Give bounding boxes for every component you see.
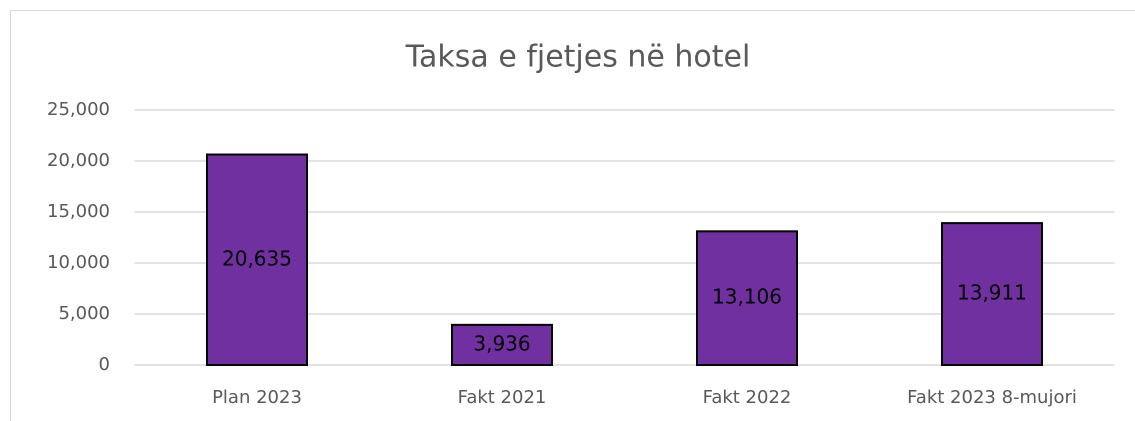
y-tick-label: 10,000 [47, 252, 110, 273]
data-label: 3,936 [473, 331, 530, 355]
x-tick-label: Fakt 2021 [458, 387, 547, 408]
chart-title: Taksa e fjetjes në hotel [405, 40, 751, 75]
y-tick-label: 25,000 [47, 99, 110, 120]
y-tick-label: 0 [99, 354, 110, 375]
x-tick-label: Fakt 2023 8-mujori [907, 387, 1077, 408]
bar [941, 222, 1043, 366]
data-label: 20,635 [222, 246, 292, 270]
x-tick-label: Fakt 2022 [703, 387, 792, 408]
chart-border [10, 10, 1135, 421]
data-label: 13,911 [957, 281, 1027, 305]
bar [696, 230, 798, 366]
x-tick-label: Plan 2023 [212, 387, 302, 408]
data-label: 13,106 [712, 285, 782, 309]
bar [451, 323, 553, 367]
y-tick-label: 20,000 [47, 150, 110, 171]
y-tick-label: 15,000 [47, 201, 110, 222]
y-tick-label: 5,000 [58, 303, 110, 324]
bar [206, 153, 308, 366]
